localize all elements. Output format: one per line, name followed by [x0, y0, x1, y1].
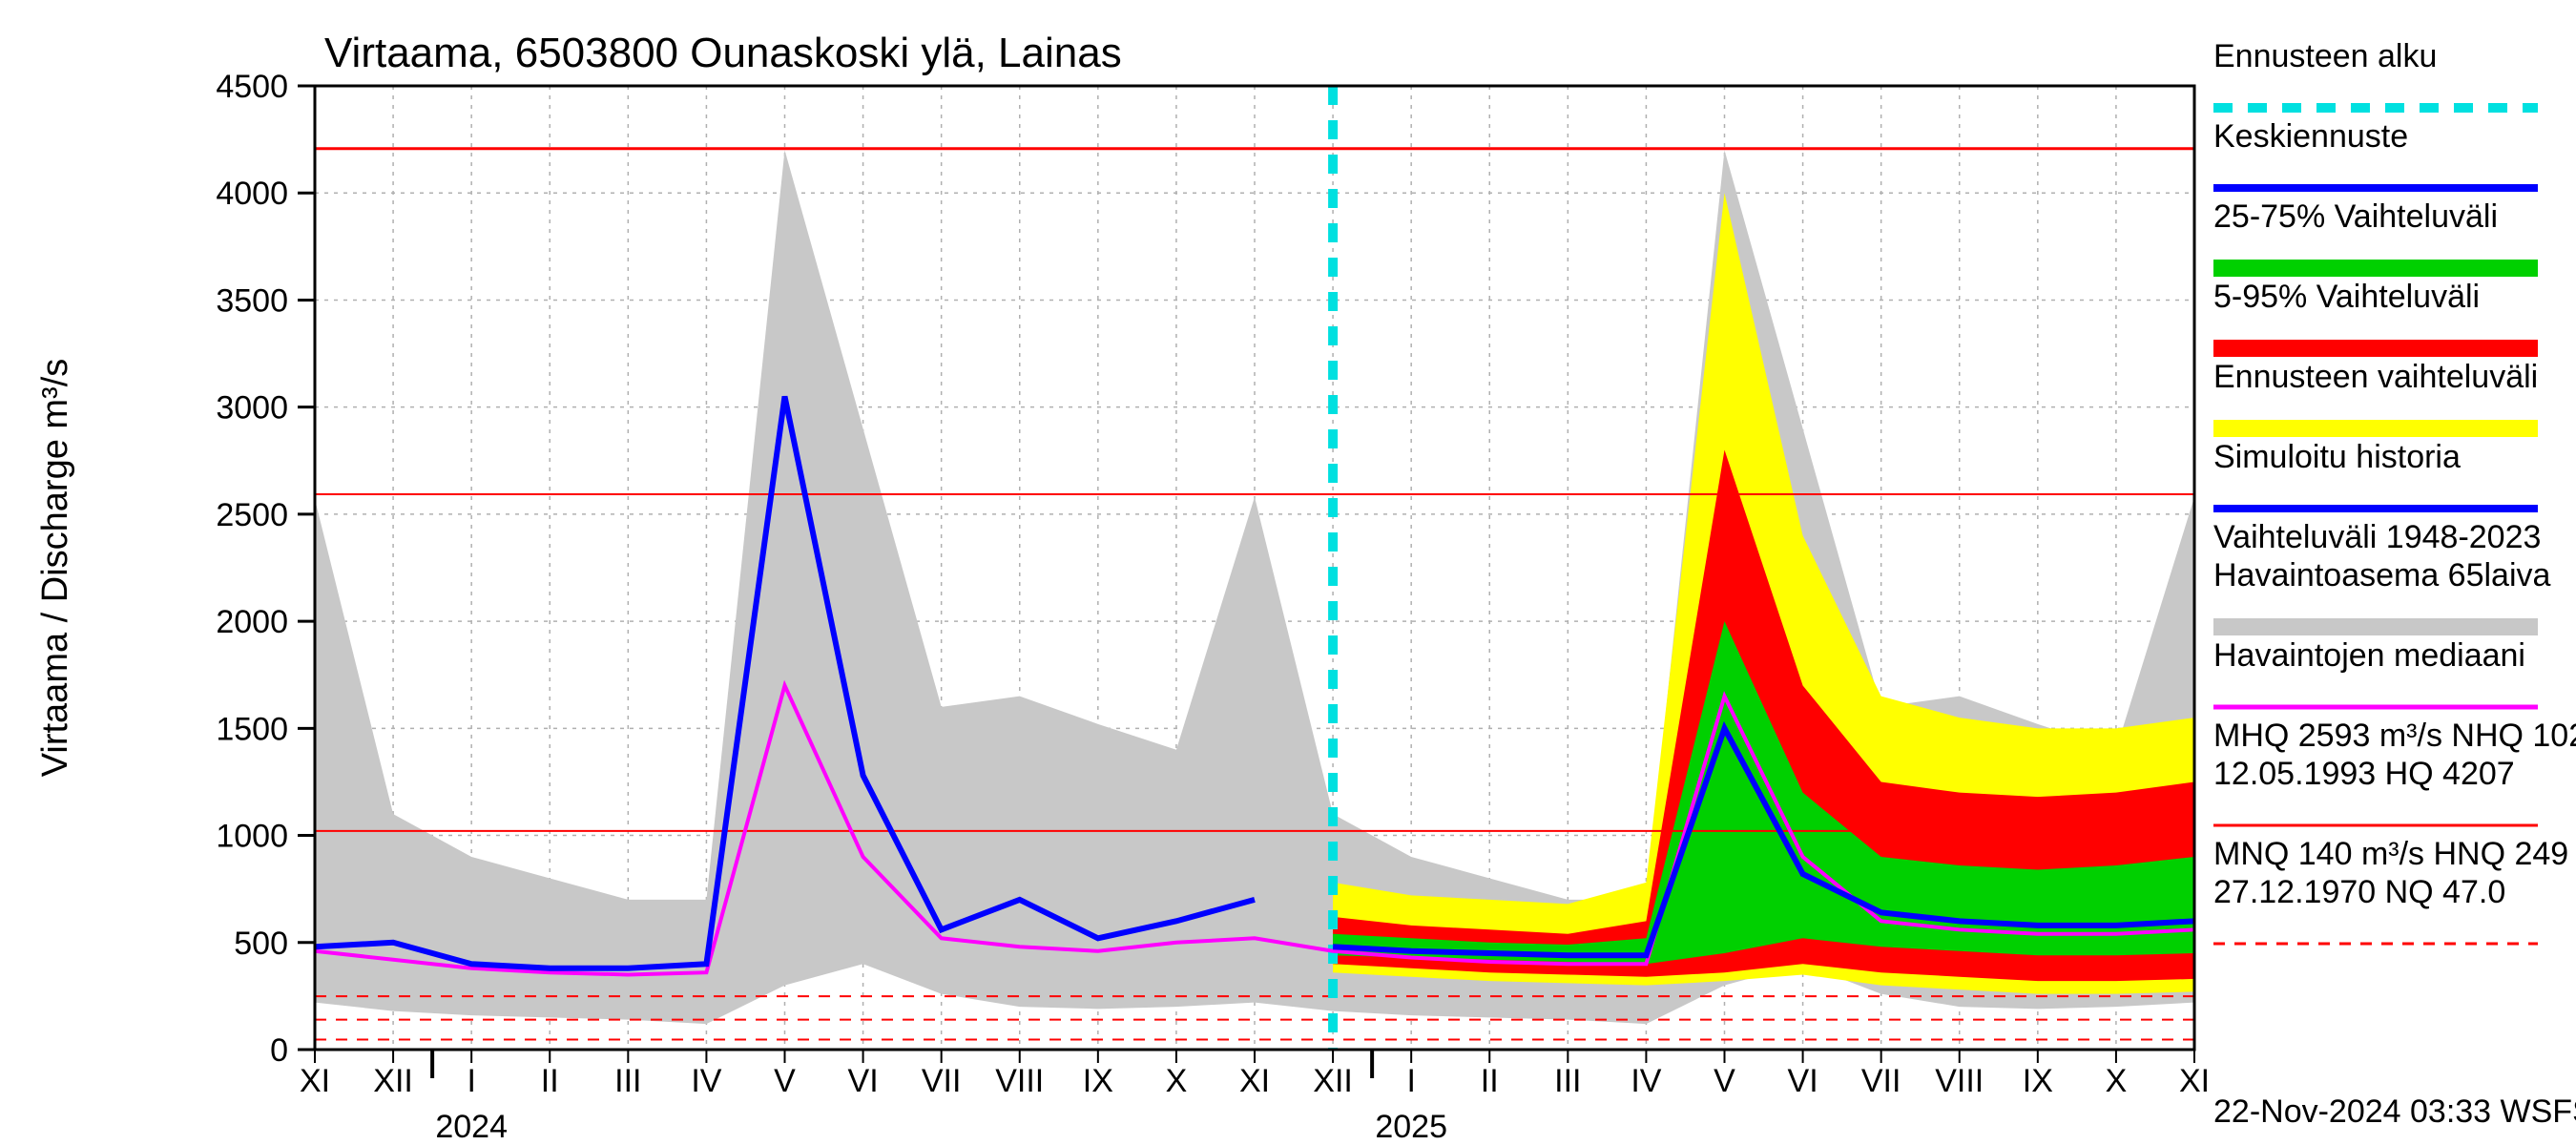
month-label: XI — [300, 1063, 330, 1099]
ytick-label: 4000 — [216, 176, 288, 212]
legend-label: Havaintojen mediaani — [2213, 637, 2525, 674]
month-label: VI — [848, 1063, 879, 1099]
month-label: XII — [373, 1063, 413, 1099]
legend-label: Vaihteluväli 1948-2023 — [2213, 519, 2541, 555]
legend-label: 12.05.1993 HQ 4207 — [2213, 756, 2515, 792]
legend-swatch — [2213, 420, 2538, 437]
month-label: IV — [1631, 1063, 1661, 1099]
month-label: VIII — [995, 1063, 1044, 1099]
legend-label: Simuloitu historia — [2213, 439, 2461, 475]
month-label: II — [541, 1063, 559, 1099]
discharge-forecast-chart: 050010001500200025003000350040004500XIXI… — [0, 0, 2576, 1145]
month-label: V — [1714, 1063, 1735, 1099]
ytick-label: 1500 — [216, 711, 288, 747]
month-label: XII — [1313, 1063, 1353, 1099]
ytick-label: 2500 — [216, 497, 288, 533]
year-label: 2024 — [435, 1109, 508, 1145]
ytick-label: 4500 — [216, 69, 288, 105]
ytick-label: 500 — [234, 926, 288, 962]
month-label: IX — [1083, 1063, 1113, 1099]
month-label: X — [2106, 1063, 2128, 1099]
ytick-label: 1000 — [216, 819, 288, 855]
legend-label: MNQ 140 m³/s HNQ 249 — [2213, 836, 2568, 872]
legend-label: Ennusteen alku — [2213, 38, 2437, 74]
month-label: XI — [2179, 1063, 2210, 1099]
legend-label: Ennusteen vaihteluväli — [2213, 359, 2538, 395]
legend-label: 27.12.1970 NQ 47.0 — [2213, 874, 2505, 910]
ytick-label: 2000 — [216, 604, 288, 640]
month-label: I — [1406, 1063, 1415, 1099]
legend-label: Havaintoasema 65laiva — [2213, 557, 2551, 593]
legend-label: 25-75% Vaihteluväli — [2213, 198, 2498, 235]
chart-svg: 050010001500200025003000350040004500XIXI… — [0, 0, 2576, 1145]
month-label: I — [467, 1063, 475, 1099]
month-label: VI — [1788, 1063, 1818, 1099]
legend-swatch — [2213, 618, 2538, 635]
footer-timestamp: 22-Nov-2024 03:33 WSFS-O — [2213, 1093, 2576, 1130]
chart-title: Virtaama, 6503800 Ounaskoski ylä, Lainas — [324, 30, 1122, 76]
month-label: IX — [2023, 1063, 2053, 1099]
legend-swatch — [2213, 260, 2538, 277]
ytick-label: 3500 — [216, 282, 288, 319]
legend-label: Keskiennuste — [2213, 118, 2408, 155]
ytick-label: 0 — [270, 1032, 288, 1069]
month-label: V — [774, 1063, 796, 1099]
month-label: III — [614, 1063, 641, 1099]
month-label: III — [1554, 1063, 1581, 1099]
month-label: VIII — [1935, 1063, 1984, 1099]
month-label: XI — [1239, 1063, 1270, 1099]
month-label: IV — [691, 1063, 721, 1099]
month-label: VII — [922, 1063, 962, 1099]
month-label: X — [1166, 1063, 1188, 1099]
ytick-label: 3000 — [216, 390, 288, 427]
y-axis-title: Virtaama / Discharge m³/s — [35, 359, 75, 778]
legend-label: MHQ 2593 m³/s NHQ 1021 — [2213, 718, 2576, 754]
year-label: 2025 — [1375, 1109, 1447, 1145]
legend-label: 5-95% Vaihteluväli — [2213, 279, 2480, 315]
legend-swatch — [2213, 340, 2538, 357]
month-label: VII — [1861, 1063, 1901, 1099]
month-label: II — [1481, 1063, 1499, 1099]
